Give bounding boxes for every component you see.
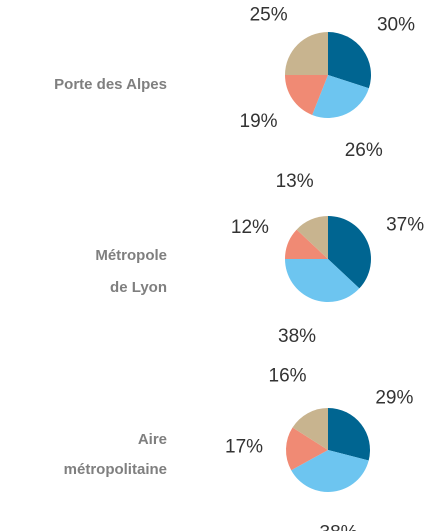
pie-title: métropolitaine (64, 461, 167, 478)
pie-slice (286, 427, 328, 471)
pie-title: Métropole (95, 247, 167, 264)
value-label: 38% (320, 522, 358, 531)
pie-slice (285, 229, 328, 259)
value-label: 37% (386, 215, 424, 236)
pie-title: Porte des Alpes (54, 76, 167, 93)
pie-slice (285, 75, 328, 115)
pie-slice (285, 259, 360, 302)
value-label: 13% (276, 171, 314, 192)
pie-slice (328, 32, 371, 89)
value-label: 29% (375, 388, 413, 409)
pie-slice (285, 32, 328, 75)
value-label: 12% (231, 217, 269, 238)
value-label: 30% (377, 15, 415, 36)
value-label: 38% (278, 326, 316, 347)
value-label: 25% (250, 5, 288, 26)
pie-slice (291, 450, 369, 492)
pie-slice (328, 216, 371, 289)
pie-slice (312, 75, 369, 118)
pie-slice (328, 408, 370, 461)
pie-slice (292, 408, 328, 450)
value-label: 17% (225, 436, 263, 457)
value-label: 16% (269, 365, 307, 386)
pie-slice (296, 216, 328, 259)
value-label: 26% (345, 140, 383, 161)
pie-title: Aire (138, 431, 167, 448)
value-label: 19% (240, 111, 278, 132)
pie-title: de Lyon (110, 279, 167, 296)
